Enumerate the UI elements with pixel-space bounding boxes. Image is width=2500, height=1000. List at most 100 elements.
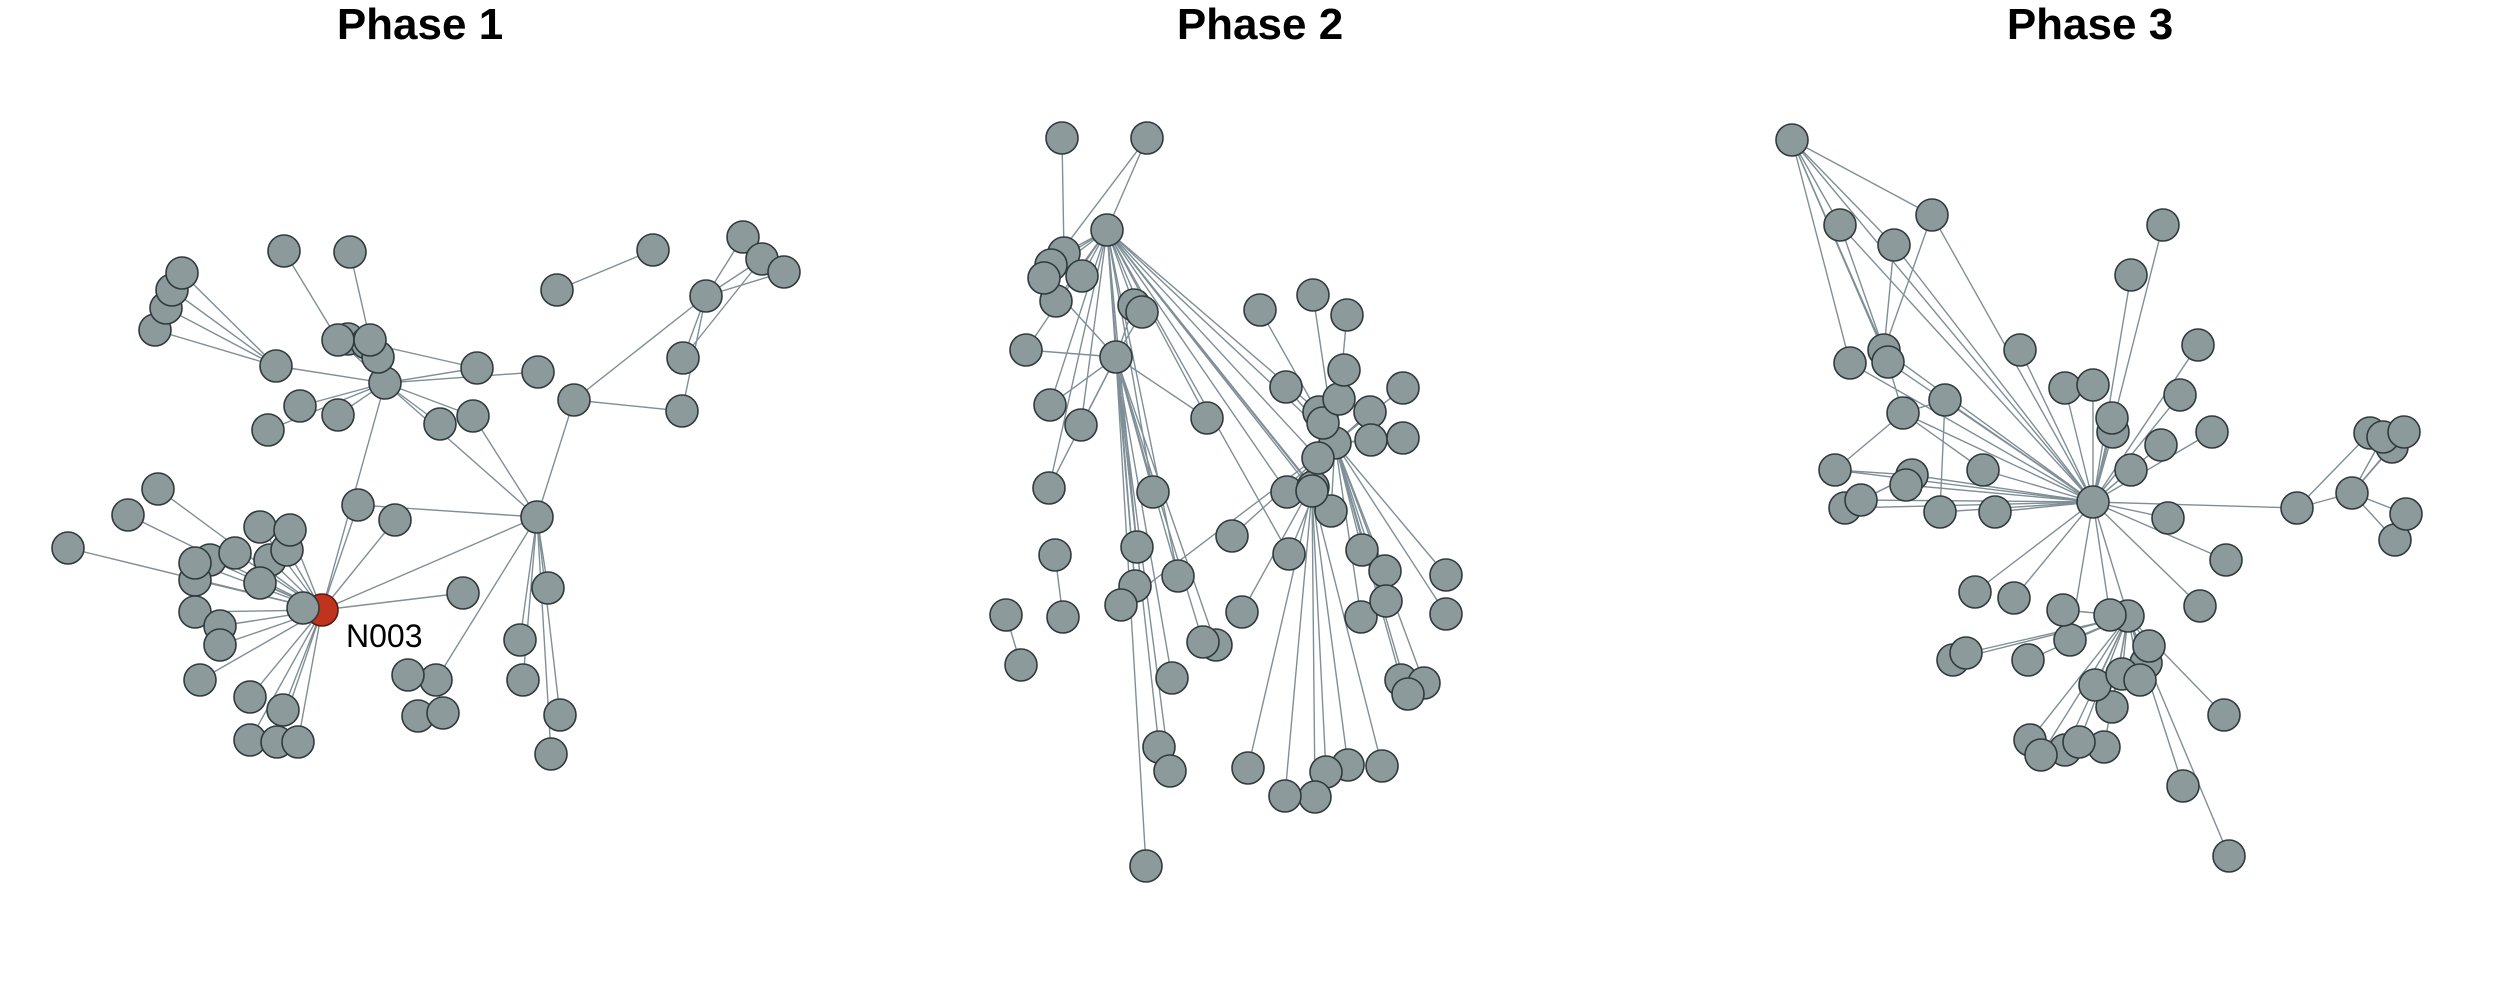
network-edge xyxy=(2092,224,2164,503)
network-node xyxy=(2195,415,2229,449)
network-node xyxy=(1038,538,1072,572)
network-node xyxy=(2163,378,2197,412)
network-node xyxy=(341,488,375,522)
network-node xyxy=(51,531,85,565)
network-edge xyxy=(2092,501,2111,616)
network-node xyxy=(1269,370,1303,404)
network-node xyxy=(1322,382,1356,416)
network-node xyxy=(1966,453,2000,487)
network-node xyxy=(1136,475,1170,509)
network-edge xyxy=(1115,356,1208,419)
network-node xyxy=(1886,396,1920,430)
network-edge xyxy=(1849,362,2094,503)
network-edge xyxy=(682,258,763,359)
network-node xyxy=(1368,554,1402,588)
network-node xyxy=(1186,625,1220,659)
network-node xyxy=(1130,121,1164,155)
network-node xyxy=(321,398,355,432)
network-node xyxy=(1032,471,1066,505)
network-node xyxy=(503,623,537,657)
network-node xyxy=(1928,383,1962,417)
network-node xyxy=(1353,395,1387,429)
network-edge xyxy=(1791,139,2094,503)
network-node xyxy=(543,698,577,732)
network-node xyxy=(665,394,699,428)
network-node xyxy=(1009,333,1043,367)
network-node xyxy=(520,500,554,534)
network-edge xyxy=(1860,499,2094,503)
panel-phase-3: Phase 3 xyxy=(1680,0,2500,1000)
network-node xyxy=(1823,208,1857,242)
network-edge xyxy=(472,415,538,518)
network-node xyxy=(259,349,293,383)
network-node xyxy=(178,546,212,580)
network-edge xyxy=(1049,229,1108,406)
network-edge xyxy=(1902,412,2094,503)
network-edge xyxy=(154,329,277,367)
network-edge xyxy=(2064,387,2094,503)
network-node xyxy=(506,663,540,697)
network-node xyxy=(2212,839,2246,873)
network-node xyxy=(423,407,457,441)
network-edge xyxy=(2092,501,2201,607)
network-edge xyxy=(1106,229,1319,459)
panel-phase-1: Phase 1 N003 xyxy=(0,0,840,1000)
network-node xyxy=(165,256,199,290)
network-node xyxy=(321,323,355,357)
network-node xyxy=(1386,371,1420,405)
network-edge xyxy=(2092,501,2129,617)
edges xyxy=(1791,139,2407,857)
network-edge xyxy=(2092,501,2298,509)
network-node xyxy=(1877,228,1911,262)
network-edge xyxy=(1334,442,1447,615)
network-node xyxy=(1997,581,2031,615)
network-edge xyxy=(321,504,359,611)
network-node xyxy=(333,235,367,269)
network-node xyxy=(460,351,494,385)
network-node xyxy=(141,472,175,506)
network-node xyxy=(2011,643,2045,677)
network-node xyxy=(1429,558,1463,592)
network-edge xyxy=(1844,501,2094,509)
network-node xyxy=(286,591,320,625)
network-node xyxy=(233,680,267,714)
network-node xyxy=(2114,453,2148,487)
network-edge xyxy=(1284,490,1313,797)
network-node xyxy=(767,255,801,289)
network-edge xyxy=(435,516,538,681)
network-edge xyxy=(2019,349,2094,503)
network-node xyxy=(1344,600,1378,634)
panel-title: Phase 2 xyxy=(1176,0,1344,49)
network-node xyxy=(1833,346,1867,380)
network-edge xyxy=(1939,501,2094,513)
network-edge xyxy=(536,399,575,518)
network-edge xyxy=(1839,224,1885,351)
network-edge xyxy=(321,592,464,611)
panel-title: Phase 3 xyxy=(2006,0,2174,49)
network-edge xyxy=(1883,214,1933,351)
network-node xyxy=(1369,584,1403,618)
network-node xyxy=(1046,600,1080,634)
network-edge xyxy=(1106,229,1179,577)
nodes xyxy=(989,121,1463,883)
network-node xyxy=(2114,258,2148,292)
network-node xyxy=(1243,293,1277,327)
network-node xyxy=(2207,698,2241,732)
network-node xyxy=(2166,769,2200,803)
network-node xyxy=(1327,353,1361,387)
network-node xyxy=(1978,495,2012,529)
highlighted-node-label: N003 xyxy=(346,618,423,654)
network-node xyxy=(1104,588,1138,622)
panel-phase-2: Phase 2 xyxy=(840,0,1680,1000)
network-node xyxy=(1190,401,1224,435)
network-edge xyxy=(283,250,339,341)
network-node xyxy=(1775,123,1809,157)
network-node xyxy=(1298,780,1332,814)
network-node xyxy=(1391,677,1425,711)
network-node xyxy=(446,576,480,610)
network-node xyxy=(1065,259,1099,293)
network-edge xyxy=(519,516,538,641)
network-edge xyxy=(1311,490,1316,798)
network-node xyxy=(557,383,591,417)
network-node xyxy=(218,536,252,570)
